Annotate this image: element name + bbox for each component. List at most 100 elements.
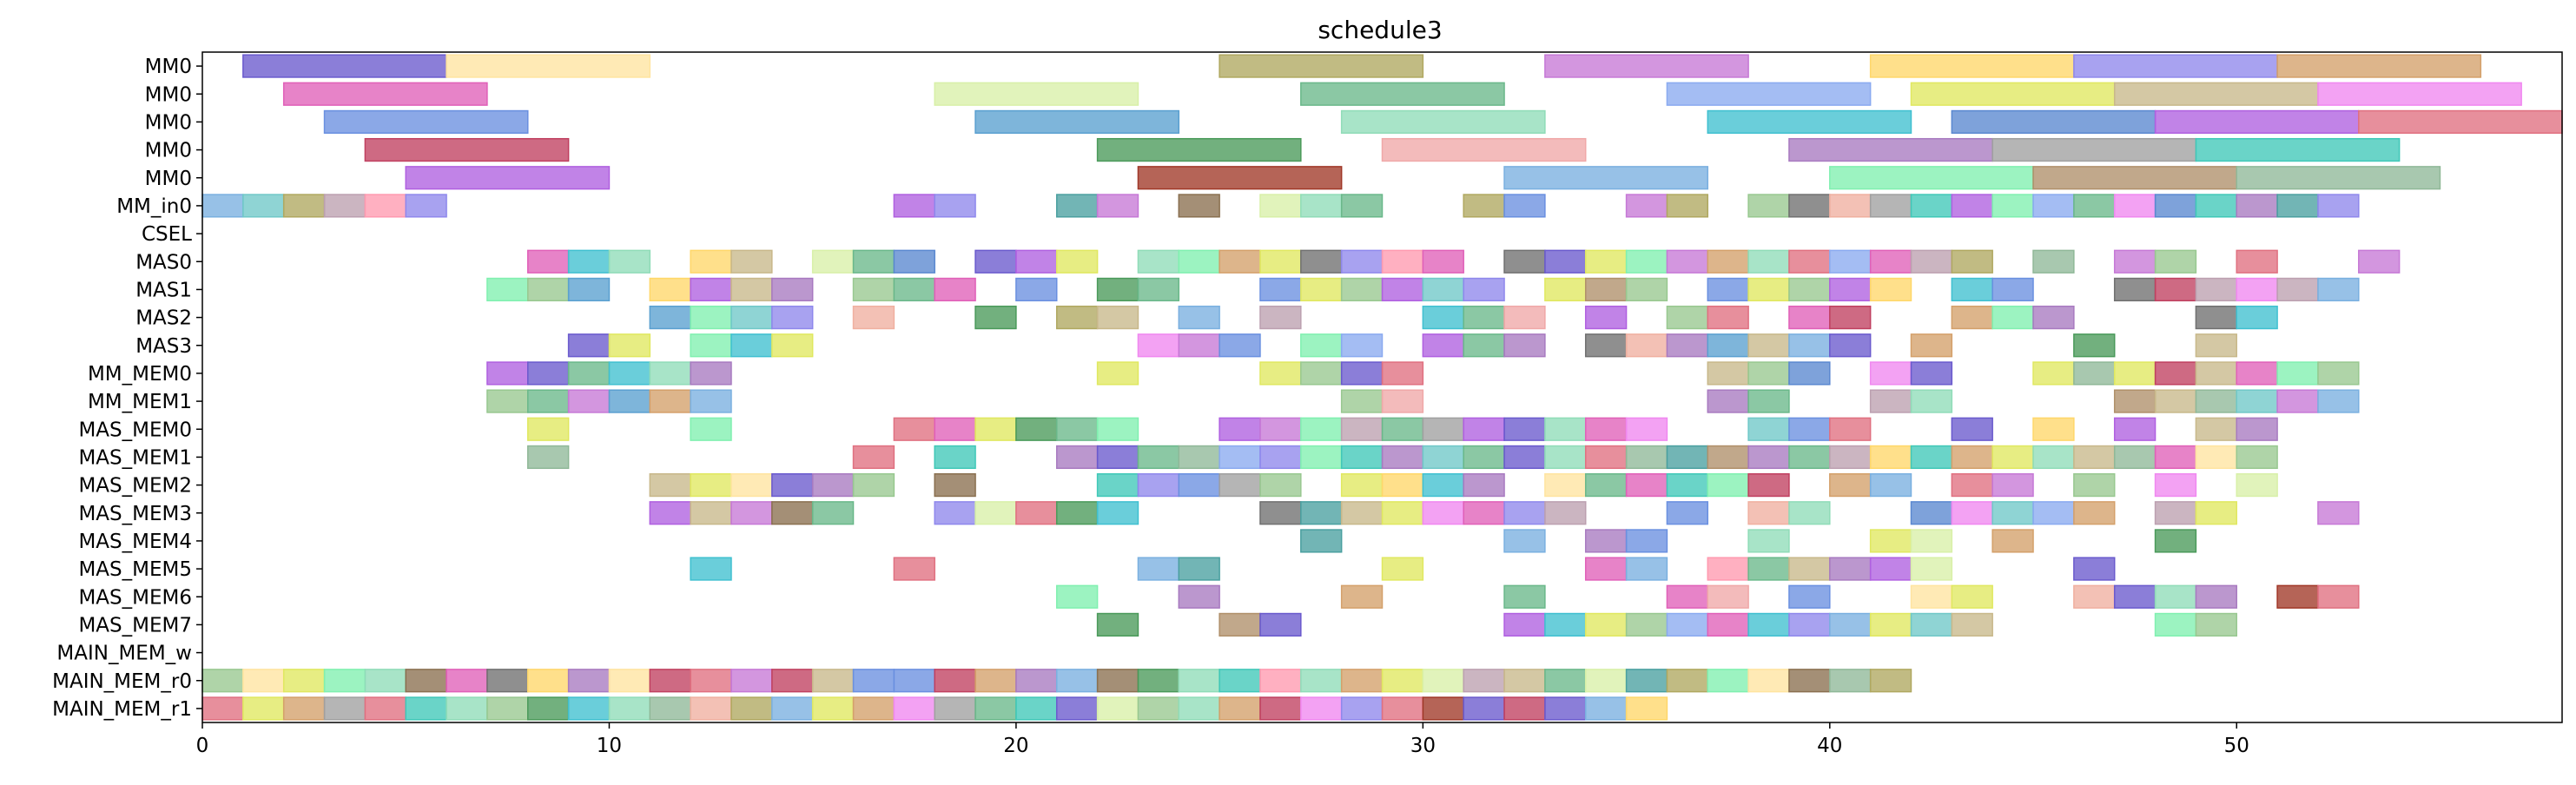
gantt-bar <box>2276 584 2319 609</box>
row-label: CSEL <box>142 223 192 246</box>
gantt-bar <box>1503 249 1546 274</box>
gantt-bar <box>893 249 935 274</box>
gantt-bar <box>2236 417 2278 441</box>
gantt-bar <box>852 669 895 693</box>
gantt-bar <box>1625 417 1668 441</box>
gantt-bar <box>1544 696 1587 721</box>
gantt-bar <box>2073 194 2116 218</box>
gantt-bar <box>1178 333 1220 358</box>
gantt-bar <box>1951 305 1993 330</box>
gantt-bar <box>2154 472 2197 498</box>
gantt-bar <box>1055 584 1099 609</box>
gantt-bar <box>1015 277 1058 302</box>
gantt-bar <box>1096 417 1139 441</box>
gantt-bar <box>974 696 1017 721</box>
gantt-bar <box>1910 82 2116 106</box>
gantt-bar <box>852 696 895 721</box>
gantt-bar <box>1503 445 1546 470</box>
gantt-bar <box>1788 557 1831 581</box>
gantt-bar <box>2073 557 2116 581</box>
gantt-bar <box>2195 612 2237 637</box>
gantt-bar <box>1747 472 1790 498</box>
gantt-bar <box>486 361 529 386</box>
gantt-bar <box>1951 445 1993 470</box>
gantt-bar <box>1788 361 1831 386</box>
gantt-bar <box>567 361 611 386</box>
gantt-bar <box>1707 445 1749 470</box>
gantt-bar <box>1463 696 1505 721</box>
gantt-bar <box>567 389 611 413</box>
row-label: MAIN_MEM_r0 <box>52 670 192 693</box>
gantt-bar <box>2358 109 2563 135</box>
gantt-bar <box>1178 557 1220 581</box>
gantt-bar <box>1584 305 1628 330</box>
gantt-bar <box>1869 445 1912 470</box>
gantt-bar <box>1381 557 1424 581</box>
gantt-bar <box>1178 194 1220 218</box>
gantt-bar <box>2236 445 2278 470</box>
gantt-bar <box>282 194 326 218</box>
gantt-bar <box>1910 389 1953 413</box>
gantt-bar <box>2195 584 2237 609</box>
gantt-bar <box>2032 445 2075 470</box>
gantt-bar <box>2073 472 2116 498</box>
gantt-bar <box>242 669 285 693</box>
gantt-bar <box>974 109 1180 135</box>
gantt-bar <box>1747 417 1790 441</box>
gantt-bar <box>690 389 732 413</box>
gantt-bar <box>1422 249 1464 274</box>
gantt-bar <box>1422 669 1464 693</box>
gantt-bar <box>2073 501 2116 525</box>
gantt-bar <box>2358 249 2401 274</box>
gantt-bar <box>1503 529 1546 553</box>
gantt-bar <box>1788 277 1831 302</box>
gantt-bar <box>2236 389 2278 413</box>
gantt-bar <box>1300 696 1343 721</box>
gantt-bar <box>1015 696 1058 721</box>
gantt-bar <box>893 557 935 581</box>
gantt-bar <box>1219 696 1261 721</box>
gantt-bar <box>1625 612 1668 637</box>
gantt-bar <box>1096 137 1302 162</box>
gantt-bar <box>1625 557 1668 581</box>
gantt-bar <box>1137 445 1180 470</box>
gantt-bar <box>1788 612 1831 637</box>
gantt-bar <box>1015 417 1058 441</box>
gantt-bar <box>690 305 732 330</box>
gantt-bar <box>1259 669 1302 693</box>
gantt-bar <box>852 445 895 470</box>
gantt-bar <box>1300 529 1343 553</box>
x-axis-ticks: 0 10 20 30 40 50 <box>196 722 2249 757</box>
gantt-bar <box>1869 54 2075 78</box>
gantt-bar <box>2113 82 2319 106</box>
gantt-bar <box>1463 277 1505 302</box>
gantt-bar <box>730 333 773 358</box>
gantt-bar <box>2195 277 2237 302</box>
gantt-bar <box>1300 501 1343 525</box>
gantt-bar <box>1829 472 1872 498</box>
gantt-bar <box>730 669 773 693</box>
gantt-bar <box>2195 194 2237 218</box>
gantt-bar <box>811 249 855 274</box>
gantt-bar <box>608 669 651 693</box>
gantt-bar <box>1178 445 1220 470</box>
gantt-bar <box>1137 333 1180 358</box>
gantt-bar <box>1381 137 1587 162</box>
gantt-bar <box>242 696 285 721</box>
gantt-bar <box>1584 445 1628 470</box>
gantt-bar <box>2032 417 2075 441</box>
gantt-bar <box>1055 194 1099 218</box>
gantt-bar <box>1259 249 1302 274</box>
row-label: MAS_MEM4 <box>78 531 192 553</box>
gantt-bar <box>1259 361 1302 386</box>
gantt-bar <box>1584 669 1628 693</box>
gantt-bar <box>1829 166 2034 190</box>
gantt-bar <box>1219 417 1261 441</box>
gantt-bar <box>1137 669 1180 693</box>
gantt-bar <box>1219 612 1261 637</box>
gantt-bar <box>2032 305 2075 330</box>
gantt-bar <box>1788 501 1831 525</box>
gantt-bar <box>1503 696 1546 721</box>
gantt-bar <box>1340 361 1384 386</box>
gantt-bar <box>323 109 529 135</box>
